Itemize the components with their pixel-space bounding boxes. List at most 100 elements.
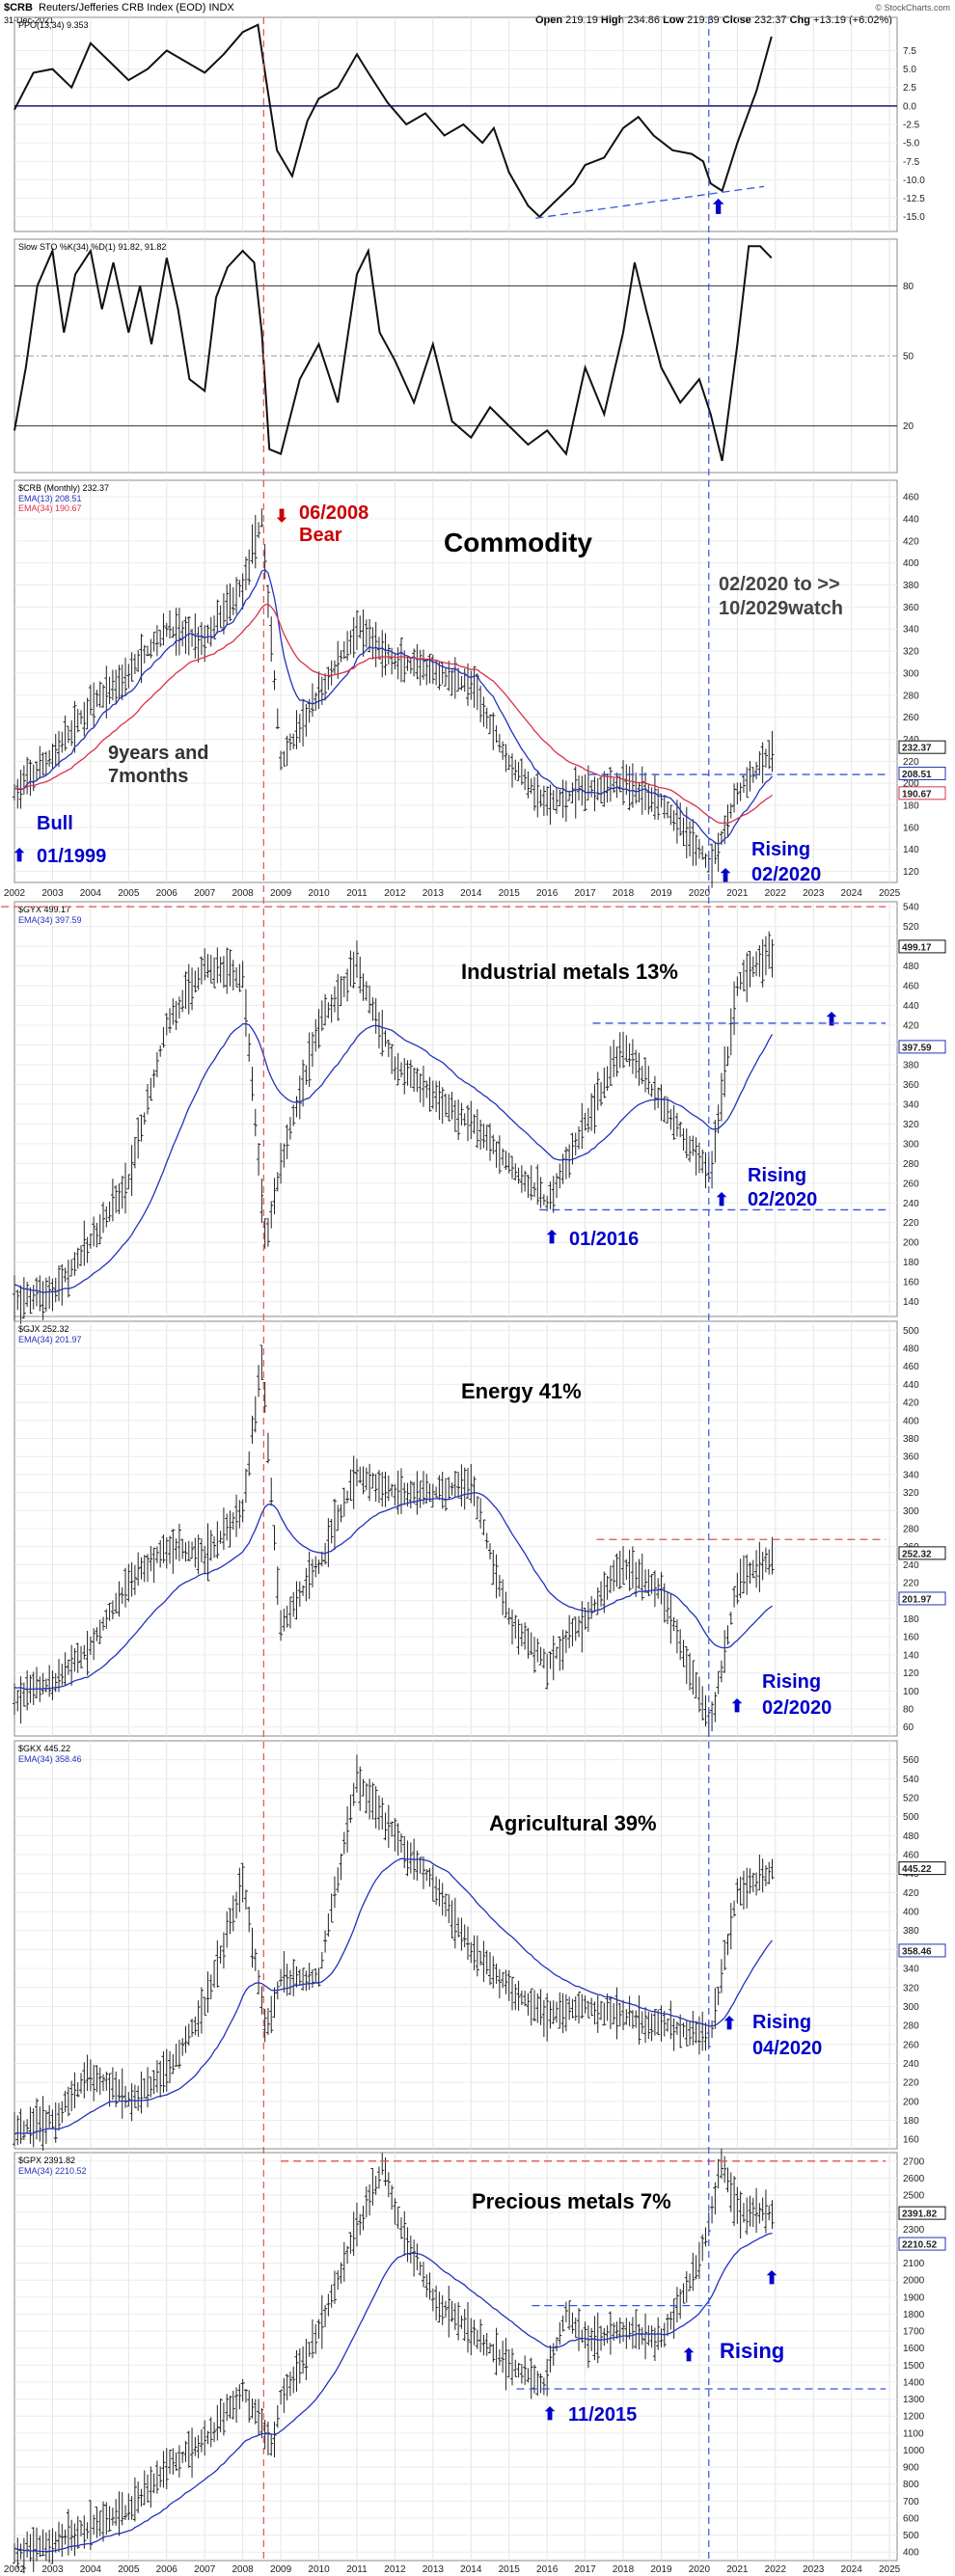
crb-tick-label: 300 [903,668,919,679]
crb-up-arrow-icon-left: ⬆ [12,846,26,865]
x-tick-label-bottom: 2021 [726,2564,749,2575]
gjx-tick-label: 160 [903,1633,919,1643]
gkx-tick-label: 180 [903,2116,919,2127]
ppo-tick-label: -10.0 [903,176,925,186]
source-label: © StockCharts.com [875,3,950,13]
x-tick-label-crb: 2018 [613,888,635,899]
x-tick-label-bottom: 2017 [574,2564,596,2575]
x-tick-label-crb: 2007 [194,888,216,899]
x-tick-label-bottom: 2023 [803,2564,825,2575]
x-tick-label-crb: 2024 [841,888,863,899]
gkx-ema-legend: EMA(34) 358.46 [18,1754,82,1764]
sto-tick-label: 50 [903,352,914,363]
x-tick-label-crb: 2023 [803,888,825,899]
crb-tick-label: 140 [903,845,919,855]
x-tick-label-crb: 2011 [346,888,368,899]
gpx-up-arrow-icon-right: ⬆ [764,2268,778,2288]
gpx-tick-label: 2500 [903,2191,925,2202]
gjx-tick-label: 320 [903,1488,919,1499]
crb-value-box [898,766,946,780]
ppo-up-arrow-icon: ⬆ [710,198,726,219]
crb-ema34-line [14,603,773,825]
ppo-tick-label: -7.5 [903,157,920,168]
gpx-tick-label: 1000 [903,2446,925,2456]
x-tick-label-crb: 2014 [460,888,482,899]
sto-tick-label: 20 [903,421,914,432]
x-tick-label-bottom: 2018 [613,2564,635,2575]
gyx-value-box [898,939,946,954]
gpx-tick-label: 1100 [903,2428,924,2439]
gjx-tick-label: 460 [903,1362,919,1372]
crb-tick-label: 460 [903,493,919,503]
gjx-tick-label: 500 [903,1326,919,1337]
gpx-tick-label: 1600 [903,2344,925,2354]
x-tick-label-bottom: 2020 [689,2564,711,2575]
crb-down-arrow-icon: ⬇ [274,506,288,526]
x-tick-label-bottom: 2010 [308,2564,330,2575]
gpx-tick-label: 800 [903,2480,919,2490]
crb-tick-label: 340 [903,625,919,636]
x-tick-label-bottom: 2002 [4,2564,26,2575]
gyx-tick-label: 320 [903,1120,919,1130]
crb-value-box [898,786,946,800]
gpx-tick-label: 2000 [903,2276,925,2287]
gjx-tick-label: 120 [903,1668,919,1679]
ppo-tick-label: -15.0 [903,212,925,223]
sto-legend: Slow STO %K(34) %D(1) 91.82, 91.82 [18,242,166,252]
gpx-value-label: 2210.52 [902,2240,938,2251]
crb-tick-label: 360 [903,603,919,613]
gyx-frame [14,901,898,1317]
x-tick-label-crb: 2009 [270,888,292,899]
quote-line: Open 219.19 High 234.86 Low 219.39 Close… [535,14,892,26]
gjx-ema-legend: EMA(34) 201.97 [18,1335,82,1344]
gyx-tick-label: 240 [903,1199,919,1209]
gjx-tick-label: 440 [903,1380,919,1391]
gjx-tick-label: 240 [903,1560,919,1571]
x-tick-label-bottom: 2011 [346,2564,368,2575]
crb-tick-label: 160 [903,823,919,833]
x-tick-label-bottom: 2022 [765,2564,787,2575]
ppo-line [14,23,773,219]
gjx-tick-label: 180 [903,1614,919,1625]
gjx-tick-label: 340 [903,1470,919,1480]
crb-annotation-years: 9years and [108,743,209,764]
crb-legend: $CRB (Monthly) 232.37 [18,483,109,493]
gkx-tick-label: 420 [903,1888,919,1899]
gkx-title: Agricultural 39% [489,1811,657,1835]
ppo-trendline [535,185,765,219]
x-tick-label-crb: 2022 [765,888,787,899]
gpx-tick-label: 1900 [903,2292,925,2303]
crb-tick-label: 280 [903,691,919,701]
gyx-tick-label: 480 [903,962,919,972]
gjx-tick-label: 100 [903,1687,919,1697]
crb-tick-label: 180 [903,801,919,812]
crb-annotation-bull: Bull [37,813,73,834]
crb-annotation-watch-1: 02/2020 to >> [719,574,840,595]
gpx-tick-label: 2300 [903,2225,925,2236]
crb-value-box [898,740,946,754]
gkx-tick-label: 520 [903,1794,919,1804]
gyx-title-line-1: Industrial metals 13% [461,960,678,984]
gpx-tick-label: 1300 [903,2395,925,2405]
gpx-tick-label: 900 [903,2463,919,2474]
gkx-frame [14,1740,898,2150]
gpx-tick-label: 1700 [903,2327,925,2338]
gpx-annotation-rising: Rising [720,2339,784,2363]
gkx-ema34-line [14,1857,774,2135]
x-tick-label-bottom: 2013 [423,2564,445,2575]
crb-annotation-rising-date: 02/2020 [751,864,821,885]
ppo-tick-label: 2.5 [903,83,916,94]
gkx-tick-label: 320 [903,1983,919,1993]
gjx-ema34-line [14,1492,773,1691]
gyx-ema34-line [14,1022,774,1293]
gkx-tick-label: 540 [903,1775,919,1785]
sto-line [14,245,773,462]
crb-value-label: 190.67 [902,789,932,800]
gyx-annotation-date: 01/2016 [569,1229,639,1250]
ppo-tick-label: 7.5 [903,46,916,57]
gyx-ema-legend: EMA(34) 397.59 [18,915,82,925]
gyx-value-label: 397.59 [902,1043,932,1053]
ppo-legend: PPO(13,34) 9.353 [18,20,89,30]
gyx-tick-label: 180 [903,1258,919,1268]
crb-tick-label: 400 [903,558,919,569]
